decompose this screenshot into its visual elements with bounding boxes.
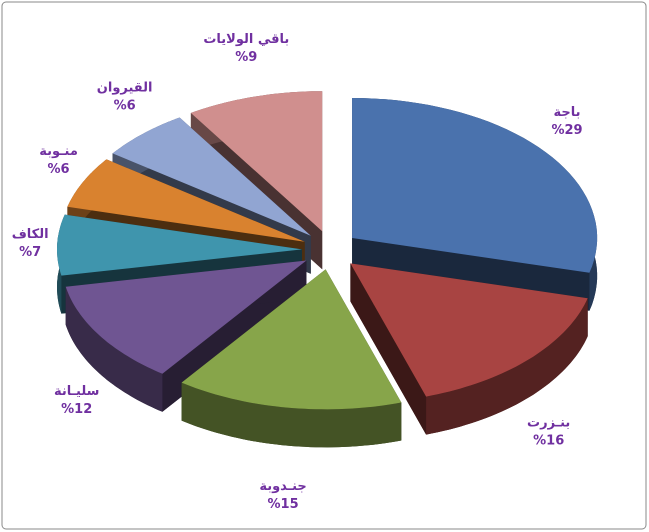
slice <box>190 91 323 232</box>
slice <box>181 269 402 410</box>
slice-side <box>181 382 402 448</box>
value-label: %15 <box>268 497 299 512</box>
slice-label: سليـانة <box>54 384 100 399</box>
value-label: %12 <box>61 402 92 417</box>
slice <box>112 117 311 236</box>
value-label: %16 <box>533 433 564 448</box>
slice <box>65 260 307 374</box>
value-label: %9 <box>235 50 257 65</box>
slice-side <box>65 286 163 412</box>
slice-wall <box>350 263 427 435</box>
value-label: %6 <box>48 162 70 177</box>
value-label: %6 <box>114 98 136 113</box>
slice-label: بنـزرت <box>527 415 570 430</box>
slice <box>352 98 598 273</box>
slice-label: منـوبة <box>39 144 78 159</box>
value-label: %29 <box>551 123 582 138</box>
slice-side <box>426 298 588 435</box>
slice-label: القيروان <box>97 80 153 95</box>
slice-label: باجة <box>554 105 581 120</box>
slice <box>57 214 302 276</box>
value-label: %7 <box>19 245 41 260</box>
slice-label: جنـدوبة <box>259 479 306 494</box>
slice <box>350 263 588 397</box>
slice-label: الكاف <box>12 227 49 242</box>
slice-label: باقي الولايات <box>203 32 289 47</box>
slice <box>67 159 305 242</box>
